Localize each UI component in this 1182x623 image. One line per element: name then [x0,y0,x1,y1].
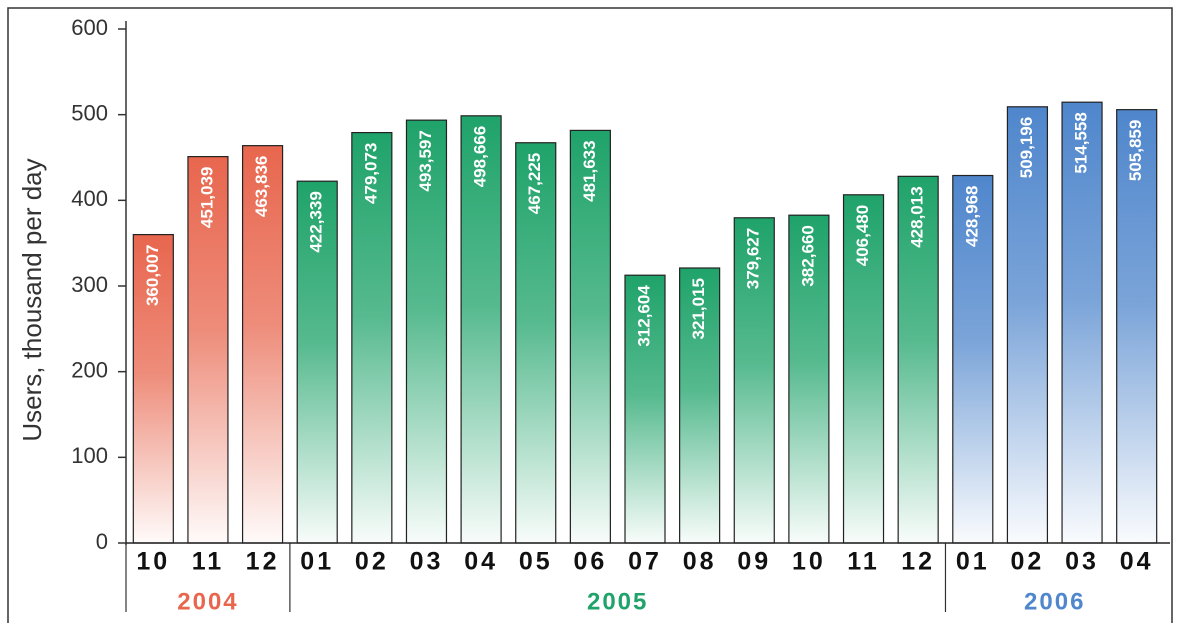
value-label: 509,196 [1017,117,1036,178]
x-tick-label: 03 [410,548,444,576]
x-tick-label: 01 [956,548,990,576]
x-tick-label: 06 [573,548,607,576]
bar [733,217,775,544]
value-label: 406,480 [853,205,872,266]
year-label: 2004 [177,588,238,615]
value-label: 360,007 [143,245,162,306]
x-tick-label: 12 [901,548,935,576]
value-label: 493,597 [416,130,435,191]
x-tick-label: 05 [519,548,553,576]
frame [7,7,1173,623]
year-label: 2005 [587,588,648,615]
bar [679,267,721,544]
value-label: 514,558 [1072,112,1091,173]
y-tick-label: 300 [71,272,108,297]
value-label: 479,073 [361,143,380,204]
value-label: 379,627 [744,228,763,289]
x-tick-label: 11 [847,548,879,576]
x-tick-label: 10 [792,548,826,576]
value-label: 463,836 [252,156,271,217]
value-label: 498,666 [471,126,490,187]
x-tick-label: 08 [683,548,717,576]
value-label: 428,013 [908,186,927,247]
x-tick-label: 07 [628,548,662,576]
x-tick-label: 01 [300,548,334,576]
x-tick-label: 02 [1011,548,1045,576]
y-axis-label: Users, thousand per day [17,158,47,441]
x-tick-label: 09 [737,548,771,576]
value-label: 451,039 [197,167,216,228]
bar [460,115,502,544]
bar [624,274,666,544]
value-label: 312,604 [634,285,653,347]
value-label: 467,225 [525,153,544,214]
bar [897,175,939,544]
bar [1061,101,1103,544]
value-label: 321,015 [689,278,708,339]
bar [1116,109,1158,544]
x-tick-label: 04 [1120,548,1154,576]
x-tick-label: 11 [192,548,224,576]
x-tick-label: 04 [464,548,498,576]
y-tick-label: 400 [71,186,108,211]
year-label: 2006 [1024,588,1085,615]
value-label: 428,968 [962,186,981,247]
y-tick-label: 100 [71,443,108,468]
value-label: 481,633 [580,140,599,201]
y-tick-label: 600 [71,15,108,40]
value-label: 382,660 [798,225,817,286]
bar [351,131,393,544]
bar [405,119,448,544]
bar [569,129,611,544]
bar [788,214,830,544]
x-tick-label: 02 [355,548,389,576]
y-tick-label: 200 [71,357,108,382]
y-tick-label: 500 [71,100,108,125]
value-label: 422,339 [307,191,326,252]
x-tick-label: 10 [136,548,170,576]
x-tick-label: 03 [1065,548,1099,576]
y-tick-label: 0 [96,529,108,554]
bar [842,194,885,544]
bar [515,142,557,544]
bar [952,174,994,544]
bar [296,180,338,544]
value-label: 505,859 [1126,120,1145,181]
bar [132,233,174,544]
x-tick-label: 12 [246,548,280,576]
bar [1006,106,1049,544]
bar [187,156,229,544]
